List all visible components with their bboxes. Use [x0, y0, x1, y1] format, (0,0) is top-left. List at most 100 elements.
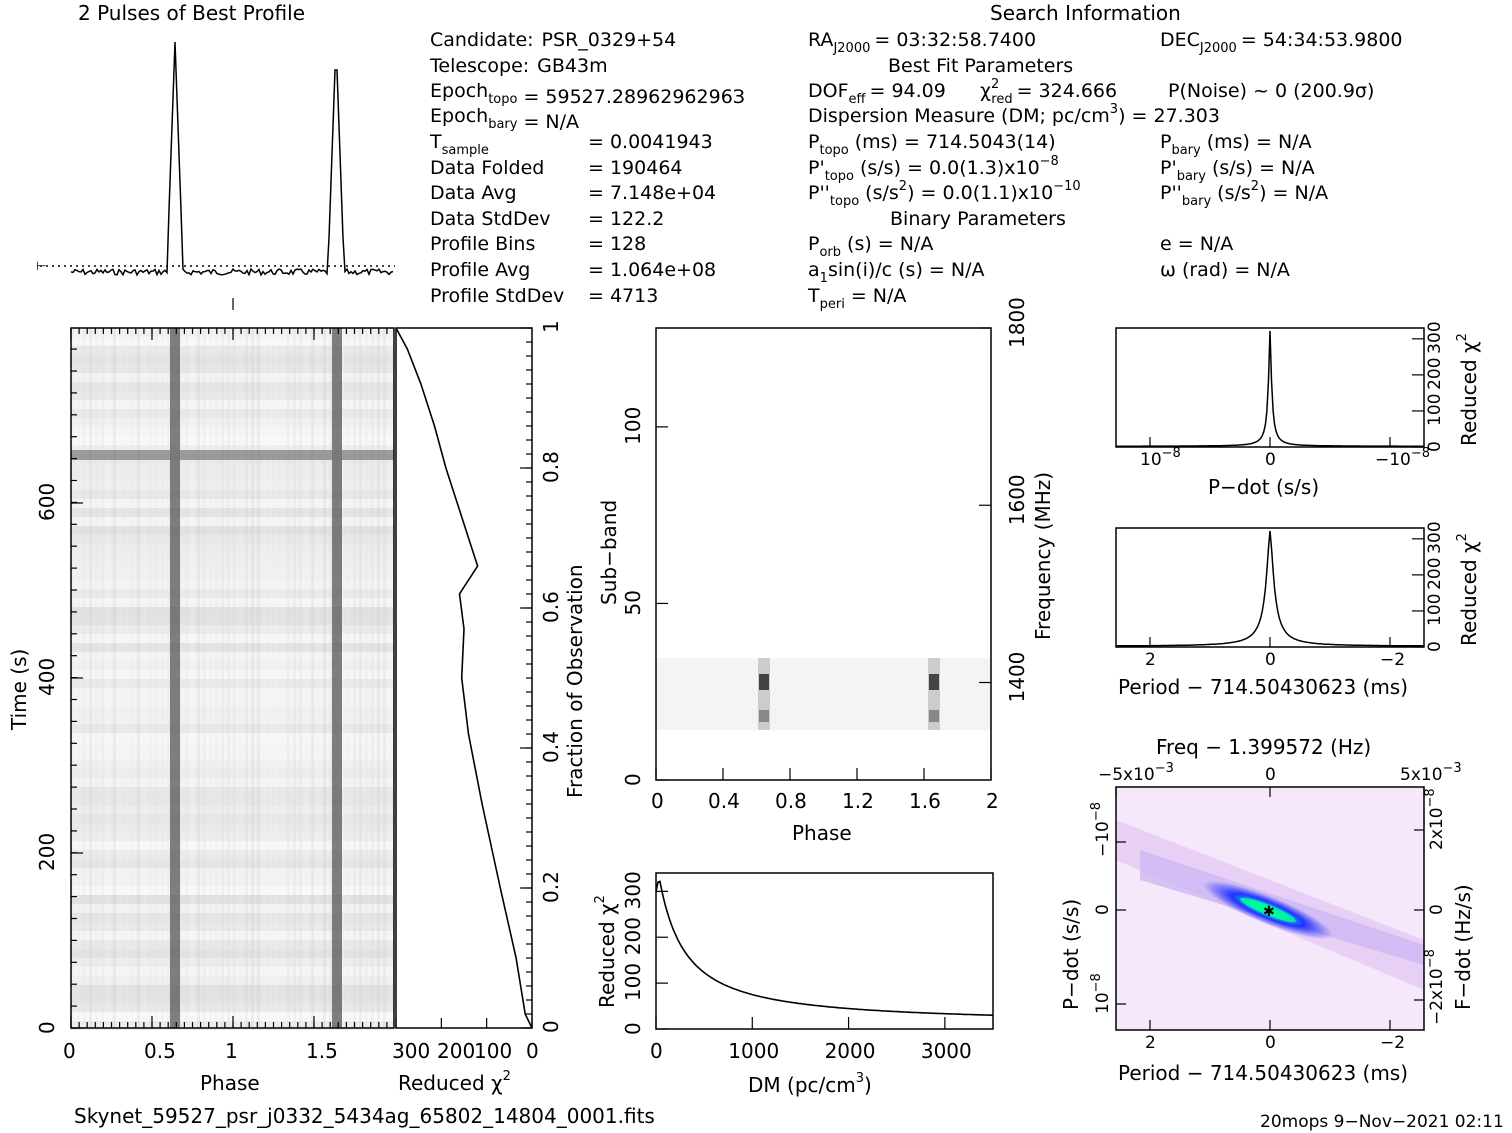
- phase-col: [203, 328, 206, 1028]
- time-row: [71, 751, 394, 760]
- pp-freq-tick-label: −5x10−3: [1098, 761, 1174, 785]
- time-row: [71, 886, 394, 895]
- fraction-tick-label: 0: [539, 1020, 563, 1033]
- pdot-left-label: P−dot (s/s): [1059, 899, 1083, 1010]
- phase-col: [275, 328, 278, 1028]
- x-tick-label: −2: [1380, 650, 1405, 670]
- pp-period-tick-label: 0: [1265, 1033, 1276, 1053]
- time-row: [71, 742, 394, 751]
- svg-text:P'topo(s/s) = 0.0(1.3)x10−8: P'topo (s/s) = 0.0(1.3)x10−8: [808, 154, 1059, 184]
- chi-fraction-line: [395, 327, 533, 1029]
- profile-line: [70, 41, 394, 277]
- phase-col: [359, 328, 362, 1028]
- svg-text:RAJ2000= 03:32:58.7400: RAJ2000 = 03:32:58.7400: [808, 29, 1036, 56]
- phase2-tick-label: 1.6: [909, 789, 941, 813]
- dm-chi-tick-label: 100: [621, 963, 645, 1001]
- chi-small-tick-label: 100: [1425, 393, 1445, 425]
- freq-title: Freq − 1.399572 (Hz): [1156, 735, 1371, 759]
- profile-plot: ⊢: [36, 41, 395, 310]
- phase-col: [215, 328, 218, 1028]
- x-tick-label: −10−8: [1375, 446, 1430, 470]
- phase-col: [287, 328, 290, 1028]
- info-left-row: Candidate: PSR_0329+54: [430, 29, 676, 51]
- info-left-value: = 4713: [588, 285, 658, 307]
- subband-axis-label: Sub−band: [597, 500, 621, 605]
- time-row: [71, 544, 394, 553]
- time-row: [71, 958, 394, 967]
- freq-tick-label: 1800: [1005, 297, 1029, 348]
- pp-pdot-tick-label: 10−8: [1089, 973, 1113, 1014]
- info-left-value: = 122.2: [588, 208, 664, 230]
- phase-col: [179, 328, 182, 1028]
- info-left-row: Tsample: [429, 131, 489, 158]
- phase-col: [131, 328, 134, 1028]
- subband-phase-plot: 0 0.4 0.8 1.2 1.6 2 0 50 100 1400 1600 1800 Phase S…: [597, 297, 1055, 845]
- time-row: [71, 895, 394, 904]
- freq-tick-label: 1400: [1005, 652, 1029, 703]
- svg-text:P''topo(s/s2) = 0.0(1.1)x10−10: P''topo (s/s2) = 0.0(1.1)x10−10: [808, 179, 1081, 209]
- info-left-value: = 0.0041943: [588, 131, 713, 153]
- time-row: [71, 346, 394, 355]
- time-row: [71, 463, 394, 472]
- time-phase-plot: 0 0.5 1 1.5 0 200 400 600 Phase Time (s): [7, 327, 395, 1095]
- phase-col: [317, 328, 320, 1028]
- time-row: [71, 355, 394, 364]
- phase-col: [305, 328, 308, 1028]
- time-row: [71, 814, 394, 823]
- time-row: [71, 445, 394, 454]
- x-tick-label: 2: [1145, 650, 1156, 670]
- time-row: [71, 661, 394, 670]
- info-left-row: Data Folded: [430, 157, 544, 179]
- phase-col: [299, 328, 302, 1028]
- phase-col: [251, 328, 254, 1028]
- phase-col: [257, 328, 260, 1028]
- phase-col: [125, 328, 128, 1028]
- phase-tick-label: 0.5: [144, 1039, 176, 1063]
- phase-label-2: Phase: [792, 821, 852, 845]
- dm-tick-label: 0: [650, 1039, 663, 1063]
- chi-small-tick-label: 0: [1425, 641, 1445, 652]
- time-row: [71, 724, 394, 733]
- chi-tick-label: 300: [392, 1039, 430, 1063]
- dm-tick-label: 1000: [728, 1039, 779, 1063]
- time-row: [71, 1003, 394, 1012]
- phase-col: [227, 328, 230, 1028]
- time-row: [71, 553, 394, 562]
- time-row: [71, 760, 394, 769]
- svg-text:Ptopo(ms) = 714.5043(14): Ptopo (ms) = 714.5043(14): [808, 131, 1056, 158]
- phase-col: [221, 328, 224, 1028]
- time-row: [71, 949, 394, 958]
- phase-col: [197, 328, 200, 1028]
- period-axis-label-1: Period − 714.50430623 (ms): [1118, 675, 1408, 699]
- phase-col: [347, 328, 350, 1028]
- info-left: Candidate: PSR_0329+54 Telescope: GB43m Epoc…: [429, 29, 745, 307]
- dm-chi-tick-label: 0: [621, 1022, 645, 1035]
- pp-period-tick-label: 2: [1145, 1033, 1156, 1053]
- svg-text:Dispersion Measure (DM; pc/cm3: Dispersion Measure (DM; pc/cm3) = 27.303: [808, 102, 1220, 127]
- frequency-axis-label: Frequency (MHz): [1031, 472, 1055, 640]
- time-row: [71, 382, 394, 391]
- time-row: [71, 733, 394, 742]
- time-row: [71, 769, 394, 778]
- phase-col: [155, 328, 158, 1028]
- time-row: [71, 850, 394, 859]
- info-left-value: = 7.148e+04: [588, 182, 716, 204]
- phase-col: [209, 328, 212, 1028]
- time-row: [71, 373, 394, 382]
- svg-text:Reduced χ2: Reduced χ2: [1455, 333, 1481, 446]
- chi-tick-label: 100: [474, 1039, 512, 1063]
- pp-freq-tick-label: 0: [1265, 765, 1276, 785]
- pp-pdot-tick-label: 0: [1093, 904, 1113, 915]
- time-row: [71, 796, 394, 805]
- phase-col: [83, 328, 86, 1028]
- time-row: [71, 778, 394, 787]
- time-row: [71, 580, 394, 589]
- chi-small-tick-label: 200: [1425, 357, 1445, 389]
- phase-col: [233, 328, 236, 1028]
- phase-col: [323, 328, 326, 1028]
- time-row: [71, 931, 394, 940]
- time-row: [71, 715, 394, 724]
- time-axis-label: Time (s): [7, 649, 31, 731]
